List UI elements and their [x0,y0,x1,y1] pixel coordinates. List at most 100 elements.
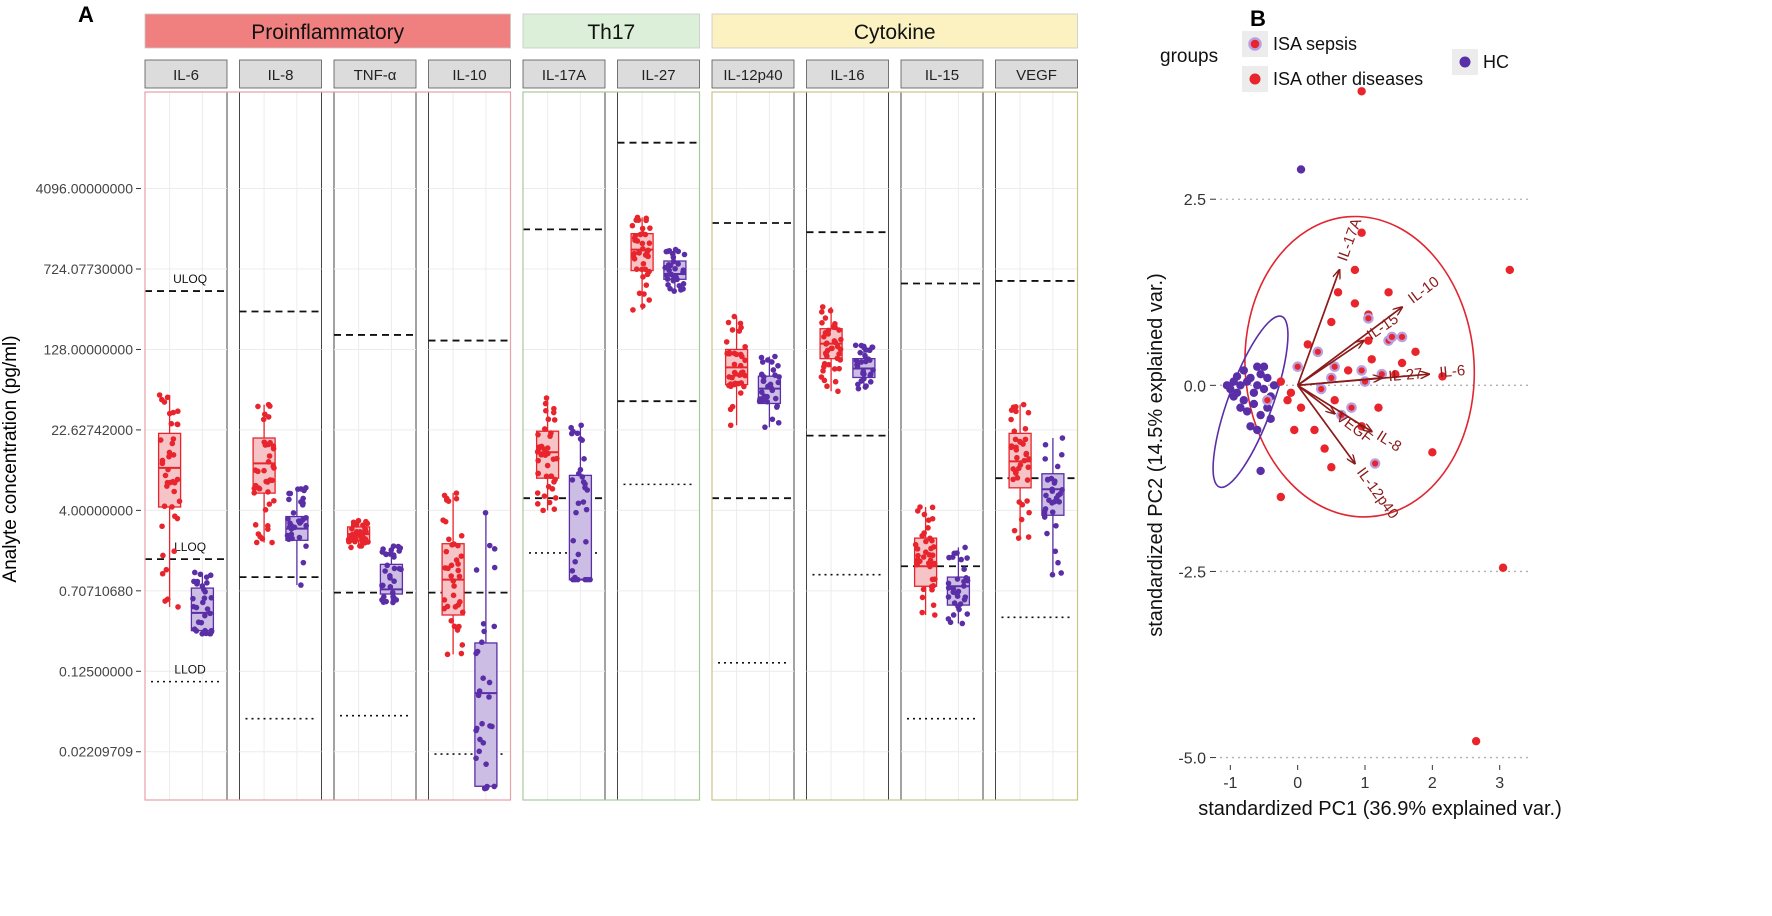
analyte-label: IL-10 [452,67,486,84]
data-point-isa [534,490,541,496]
data-point-hc [1042,441,1049,448]
data-point-isa [1020,401,1027,408]
data-point-isa [829,345,835,352]
data-point-isa [1017,438,1023,445]
analyte-panel-il8: IL-8 [239,59,322,801]
point-hc [1253,381,1262,390]
data-point-isa [451,623,458,630]
point-isa-other [1374,403,1383,412]
data-point-isa [251,490,258,496]
analyte-strip [333,59,417,89]
analyte-label: IL-17A [542,67,586,84]
data-point-isa [262,442,269,448]
data-point-hc [950,612,957,618]
analyte-panel-il6: IL-6 ULOQ LLOQ LLOD [144,59,228,801]
data-point-isa [1022,425,1029,432]
data-point-hc [867,379,874,385]
data-point-isa [723,339,730,345]
data-point-hc [1055,559,1061,566]
data-point-isa [832,378,839,385]
data-point-isa [171,548,177,555]
data-point-isa [914,556,921,563]
data-point-hc [574,430,581,437]
point-isa-sepsis [1369,458,1381,469]
data-point-isa [1010,476,1016,483]
point-isa-other [1290,425,1299,435]
data-point-hc [678,287,684,293]
data-point-isa [930,602,937,608]
data-point-isa [164,479,171,486]
data-point-isa [348,544,354,551]
data-point-isa [640,303,646,309]
point-isa-other [1357,228,1366,237]
data-point-isa [742,343,748,350]
y-tick-label: 0.70710680 [59,583,133,599]
y-tick-label: 22.62742000 [51,422,133,438]
data-point-isa [836,365,842,372]
data-point-hc [1052,548,1059,555]
data-point-isa [629,222,636,229]
data-point-isa [353,529,360,535]
data-point-isa [636,249,642,255]
data-point-isa [444,603,451,610]
data-point-isa [552,495,559,501]
data-point-isa [928,583,935,590]
data-point-isa [171,488,177,495]
data-point-isa [535,457,541,464]
data-point-isa [357,543,363,549]
point-hc [1253,362,1262,371]
data-point-isa [262,507,269,513]
data-point-isa [170,436,177,442]
x-tick-label: 1 [1361,775,1370,792]
data-point-isa [458,553,465,559]
data-point-isa [737,362,744,369]
point-isa-other [1364,336,1373,345]
data-point-isa [270,463,277,470]
data-point-hc [575,551,582,558]
y-tick-label: 0.0 [1184,378,1206,395]
point-hc [1239,396,1248,405]
data-point-isa [266,501,273,507]
legend-label: HC [1483,52,1509,72]
data-point-isa [441,597,448,603]
data-point-isa [1024,477,1031,483]
loading-label: IL-8 [1373,428,1404,456]
data-point-hc [587,576,593,583]
y-axis-label: standardized PC2 (14.5% explained var.) [1145,273,1167,637]
data-point-isa [357,533,364,539]
data-point-hc [572,558,578,565]
data-point-hc [191,569,198,576]
y-tick-label: 0.12500000 [59,663,133,679]
data-point-isa [545,416,552,423]
data-point-isa [824,383,830,390]
data-point-hc [964,611,971,617]
data-point-isa [643,217,649,224]
data-point-hc [287,490,294,497]
data-point-isa [729,327,736,333]
data-point-hc [760,395,767,401]
legend-label: ISA other diseases [1273,69,1423,89]
data-point-hc [391,565,398,572]
data-point-isa [352,521,359,528]
data-point-hc [671,288,677,294]
data-point-isa [630,307,636,313]
loading-label: IL-12p40 [1353,464,1402,522]
panel-frame [239,91,322,801]
data-point-hc [491,623,498,630]
data-point-hc [673,274,679,280]
data-point-isa [1013,447,1020,453]
data-point-hc [675,248,682,255]
data-point-hc [858,359,865,365]
data-point-hc [379,597,385,603]
data-point-hc [962,544,968,551]
data-point-hc [869,344,875,350]
data-point-hc [398,566,404,573]
data-point-hc [954,576,961,582]
data-point-isa [736,328,743,334]
data-point-isa [921,511,928,518]
data-point-isa [914,546,921,552]
data-point-isa [929,552,936,559]
data-point-hc [575,470,582,477]
point-isa-other [1296,403,1306,412]
data-point-hc [473,725,480,732]
